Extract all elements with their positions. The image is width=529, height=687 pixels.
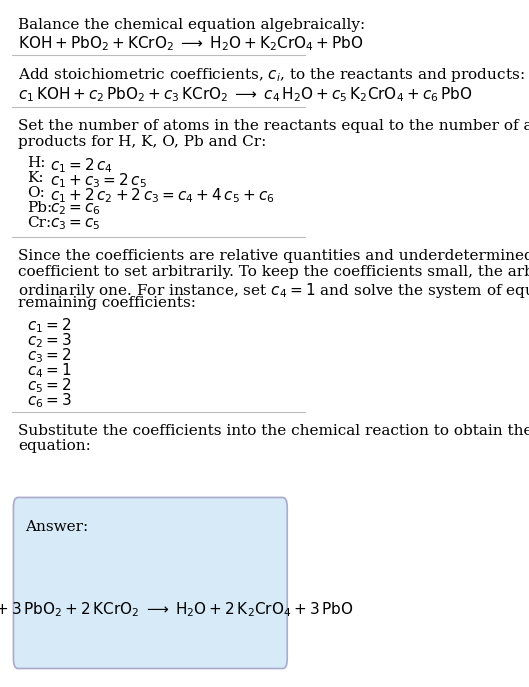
Text: $c_1 + 2\,c_2 + 2\,c_3 = c_4 + 4\,c_5 + c_6$: $c_1 + 2\,c_2 + 2\,c_3 = c_4 + 4\,c_5 + …: [50, 186, 275, 205]
Text: $c_2 = 3$: $c_2 = 3$: [26, 331, 71, 350]
Text: $c_6 = 3$: $c_6 = 3$: [26, 392, 71, 410]
Text: $c_1 = 2$: $c_1 = 2$: [26, 316, 71, 335]
Text: $c_1\,\mathrm{KOH} + c_2\,\mathrm{PbO_2} + c_3\,\mathrm{KCrO_2} \;\longrightarro: $c_1\,\mathrm{KOH} + c_2\,\mathrm{PbO_2}…: [18, 85, 472, 104]
Text: Cr:: Cr:: [26, 216, 51, 230]
Text: Answer:: Answer:: [25, 520, 88, 534]
Text: $2\,\mathrm{KOH} + 3\,\mathrm{PbO_2} + 2\,\mathrm{KCrO_2} \;\longrightarrow\; \m: $2\,\mathrm{KOH} + 3\,\mathrm{PbO_2} + 2…: [0, 600, 353, 620]
Text: remaining coefficients:: remaining coefficients:: [18, 296, 196, 311]
Text: $\mathrm{KOH} + \mathrm{PbO_2} + \mathrm{KCrO_2} \;\longrightarrow\; \mathrm{H_2: $\mathrm{KOH} + \mathrm{PbO_2} + \mathrm…: [18, 34, 363, 53]
Text: equation:: equation:: [18, 439, 90, 453]
Text: $c_4 = 1$: $c_4 = 1$: [26, 361, 71, 380]
Text: $c_2 = c_6$: $c_2 = c_6$: [50, 201, 101, 217]
Text: Since the coefficients are relative quantities and underdetermined, choose a: Since the coefficients are relative quan…: [18, 249, 529, 263]
Text: $c_1 + c_3 = 2\,c_5$: $c_1 + c_3 = 2\,c_5$: [50, 171, 147, 190]
Text: Pb:: Pb:: [26, 201, 52, 215]
Text: ordinarily one. For instance, set $c_4 = 1$ and solve the system of equations fo: ordinarily one. For instance, set $c_4 =…: [18, 280, 529, 300]
Text: H:: H:: [26, 156, 45, 170]
Text: $c_3 = 2$: $c_3 = 2$: [26, 346, 71, 365]
Text: K:: K:: [26, 171, 43, 185]
Text: $c_3 = c_5$: $c_3 = c_5$: [50, 216, 101, 232]
Text: Set the number of atoms in the reactants equal to the number of atoms in the: Set the number of atoms in the reactants…: [18, 119, 529, 133]
Text: Substitute the coefficients into the chemical reaction to obtain the balanced: Substitute the coefficients into the che…: [18, 424, 529, 438]
Text: $c_5 = 2$: $c_5 = 2$: [26, 376, 71, 395]
Text: O:: O:: [26, 186, 44, 200]
Text: Balance the chemical equation algebraically:: Balance the chemical equation algebraica…: [18, 19, 365, 32]
Text: coefficient to set arbitrarily. To keep the coefficients small, the arbitrary va: coefficient to set arbitrarily. To keep …: [18, 264, 529, 279]
Text: Add stoichiometric coefficients, $c_i$, to the reactants and products:: Add stoichiometric coefficients, $c_i$, …: [18, 67, 524, 85]
FancyBboxPatch shape: [13, 497, 287, 668]
Text: $c_1 = 2\,c_4$: $c_1 = 2\,c_4$: [50, 156, 113, 174]
Text: products for H, K, O, Pb and Cr:: products for H, K, O, Pb and Cr:: [18, 135, 266, 149]
